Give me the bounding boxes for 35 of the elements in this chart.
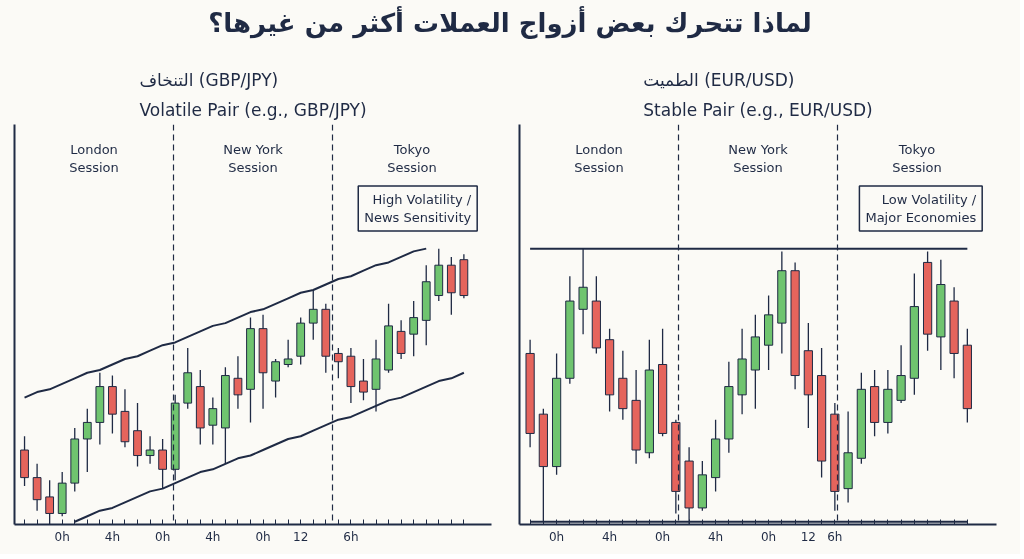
text: Tokyo Session bbox=[387, 142, 437, 175]
text: London Session bbox=[69, 142, 119, 175]
candlestick bbox=[283, 339, 293, 368]
x-tick-label: 0h bbox=[654, 529, 671, 544]
chart-title: لماذا تتحرك بعض أزواج العملات أكثر من غيرها؟ bbox=[207, 5, 813, 41]
candlestick bbox=[82, 407, 92, 473]
x-tick-label: 6h bbox=[343, 529, 359, 544]
x-tick-label: 0h bbox=[155, 529, 171, 544]
candlestick bbox=[271, 358, 280, 399]
text: London Session bbox=[574, 142, 624, 175]
candlestick bbox=[158, 438, 168, 490]
candlestick bbox=[308, 289, 318, 341]
x-tick-label: 0h bbox=[760, 529, 777, 544]
x-tick-label: 4h bbox=[707, 529, 724, 544]
candlestick bbox=[145, 435, 155, 465]
candlestick bbox=[32, 463, 42, 512]
candlestick bbox=[409, 300, 419, 357]
x-tick-label: 12 bbox=[800, 529, 816, 544]
x-tick-label: 12 bbox=[293, 529, 309, 544]
text: New York Session bbox=[728, 142, 789, 175]
x-tick-label: 4h bbox=[601, 529, 618, 544]
text: Low Volatility / Major Economies bbox=[865, 192, 977, 225]
text: High Volatility / News Sensitivity bbox=[364, 192, 472, 225]
candlestick bbox=[396, 319, 406, 360]
x-tick-label: 0h bbox=[548, 529, 565, 544]
text: Tokyo Session bbox=[892, 142, 942, 175]
x-tick-label: 6h bbox=[827, 529, 843, 544]
x-tick-label: 0h bbox=[54, 529, 70, 544]
candlestick bbox=[233, 355, 243, 410]
candlestick bbox=[208, 396, 218, 446]
x-tick-label: 4h bbox=[104, 529, 121, 544]
x-tick-label: 4h bbox=[205, 529, 221, 544]
x-tick-label: 0h bbox=[255, 529, 271, 544]
candlestick bbox=[359, 358, 368, 402]
text: New York Session bbox=[223, 142, 284, 175]
